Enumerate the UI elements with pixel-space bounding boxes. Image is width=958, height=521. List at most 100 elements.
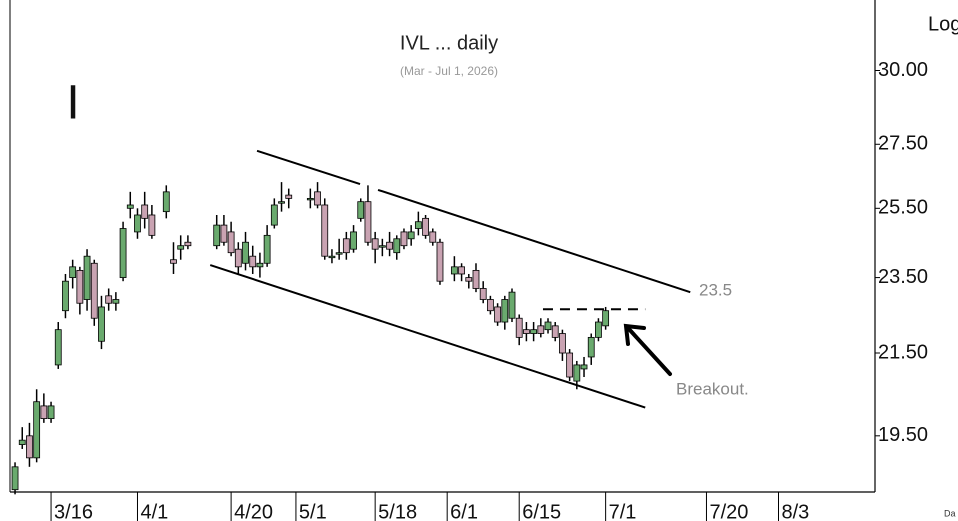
candle-body xyxy=(364,201,372,243)
candle-body xyxy=(551,325,559,338)
x-tick-label: 5/18 xyxy=(378,501,417,521)
y-tick-label: 23.50 xyxy=(878,266,928,288)
candle-body xyxy=(393,238,401,254)
candle-body xyxy=(342,238,350,254)
candle-body xyxy=(400,231,408,247)
candle-body xyxy=(270,204,278,226)
x-tick-label: 6/15 xyxy=(522,501,561,521)
candle-body xyxy=(54,329,62,366)
candle-body xyxy=(559,333,566,354)
x-tick-label: 8/3 xyxy=(781,501,809,521)
candle-body xyxy=(501,299,509,323)
candle-body xyxy=(263,234,271,264)
candle-body xyxy=(378,245,386,248)
candle-body xyxy=(436,241,444,282)
candle-body xyxy=(602,310,610,327)
candle-body xyxy=(580,364,588,370)
x-tick-label: 3/16 xyxy=(54,501,93,521)
candle-body xyxy=(350,231,357,250)
trendline xyxy=(256,149,361,186)
candle-body xyxy=(523,329,530,334)
candle-body xyxy=(47,405,55,419)
candle-body xyxy=(566,352,574,378)
candle-body xyxy=(105,295,113,304)
annotation: Breakout. xyxy=(676,379,749,398)
candle-body xyxy=(170,259,177,264)
trendline xyxy=(377,188,691,294)
candle-body xyxy=(321,204,329,257)
candle-body xyxy=(162,191,170,213)
y-tick-label: 25.50 xyxy=(878,197,928,219)
x-tick-label: 6/1 xyxy=(450,501,478,521)
candle-body xyxy=(450,266,458,275)
y-tick-label: 21.50 xyxy=(878,341,928,363)
candle-body xyxy=(407,231,415,240)
candle-body xyxy=(595,321,602,338)
candle-body xyxy=(234,248,242,268)
y-tick-label: 27.50 xyxy=(878,133,928,155)
candle-body xyxy=(184,241,192,247)
candle-body xyxy=(220,224,228,243)
candle-body xyxy=(18,439,26,445)
candle-body xyxy=(515,317,523,338)
candle-body xyxy=(544,321,552,331)
candle-body xyxy=(83,255,91,300)
y-tick-label: 30.00 xyxy=(878,59,928,81)
candle-body xyxy=(465,277,473,282)
candle-body xyxy=(256,262,264,268)
candle-body xyxy=(472,269,480,289)
candle-body xyxy=(98,306,105,342)
candle-body xyxy=(486,299,494,312)
candle-body xyxy=(62,280,69,312)
candle-body xyxy=(508,291,516,319)
candle-body xyxy=(249,255,257,268)
candle-body xyxy=(306,197,314,201)
candle-body xyxy=(119,228,127,278)
candle-body xyxy=(177,245,185,250)
candle-body xyxy=(573,364,581,382)
trendline xyxy=(209,264,646,409)
y-tick-label: 19.50 xyxy=(878,424,928,446)
x-tick-label: 7/1 xyxy=(609,501,637,521)
arrow xyxy=(623,323,672,376)
candle-body xyxy=(314,191,321,206)
candle-body xyxy=(371,238,379,250)
annotation: 23.5 xyxy=(699,280,732,299)
candle-body xyxy=(386,241,393,250)
candle-body xyxy=(40,405,48,419)
chart-subtitle: (Mar - Jul 1, 2026) xyxy=(400,64,498,78)
candle-body xyxy=(328,255,336,259)
candle-body xyxy=(227,231,235,254)
scale-label: Log xyxy=(928,13,958,35)
candle-body xyxy=(90,262,98,319)
candle-body xyxy=(422,217,429,236)
candle-body xyxy=(26,435,33,459)
candle-body xyxy=(414,221,422,229)
candle-body xyxy=(285,194,293,199)
x-tick-label: 4/20 xyxy=(234,501,273,521)
candle-body xyxy=(479,288,487,300)
x-tick-label: 5/1 xyxy=(299,501,327,521)
x-tick-label: 4/1 xyxy=(140,501,168,521)
candle-body xyxy=(335,252,343,255)
candle-body xyxy=(530,329,538,334)
chart-title: IVL ... daily xyxy=(400,32,498,54)
candle-body xyxy=(213,224,221,247)
candle-body xyxy=(11,466,19,491)
candle-body xyxy=(69,266,77,278)
candle-body xyxy=(587,336,595,358)
candle-body xyxy=(494,306,501,323)
x-tick-label: 7/20 xyxy=(709,501,748,521)
candle-body xyxy=(112,299,120,304)
candle-body xyxy=(242,241,249,264)
candle-body xyxy=(76,269,84,304)
candle-body xyxy=(126,204,134,209)
symbol-mark: I xyxy=(66,77,79,130)
corner-label: Da xyxy=(944,508,956,518)
candle-body xyxy=(458,266,465,275)
candle-body xyxy=(537,325,545,334)
candle-body xyxy=(429,231,437,243)
candle-body xyxy=(141,204,149,219)
candle-body xyxy=(278,201,285,204)
